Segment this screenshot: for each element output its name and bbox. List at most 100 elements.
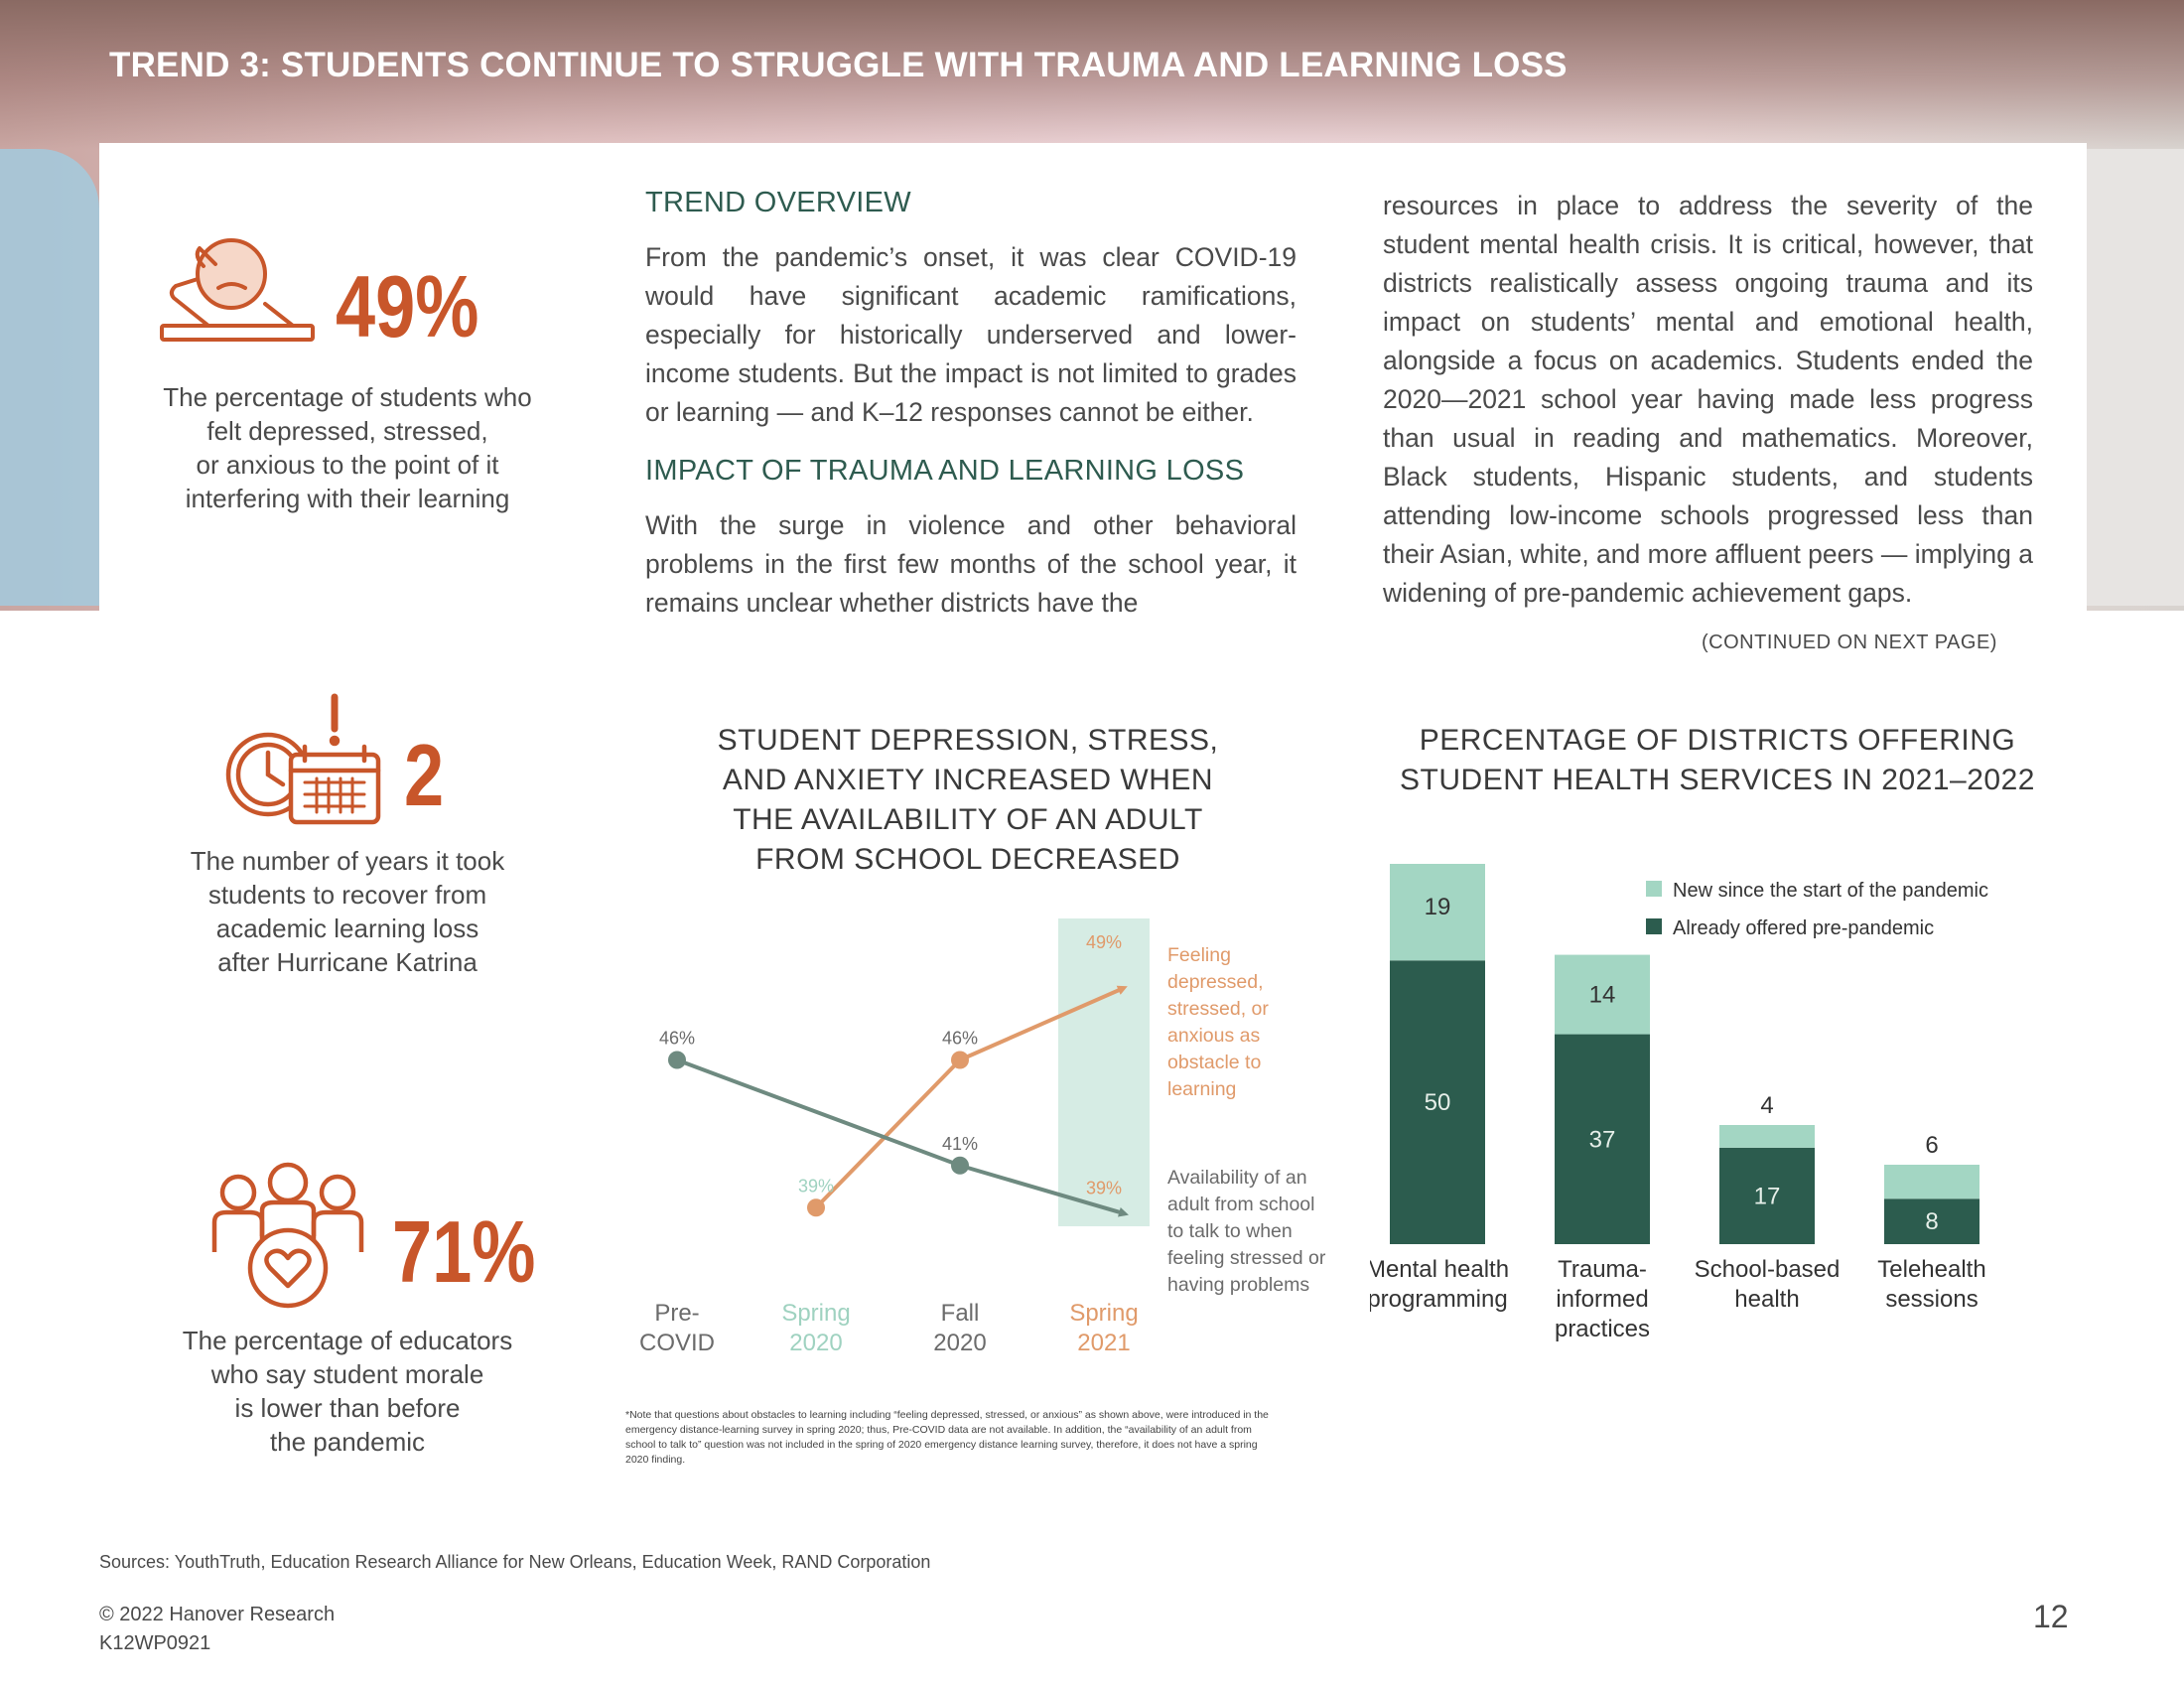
bar-segment	[1390, 864, 1485, 961]
calendar-clock-alert-icon	[225, 693, 381, 825]
caption-line: who say student morale	[210, 1359, 484, 1389]
x-tick-label: Trauma-	[1558, 1256, 1647, 1283]
series-label: learning	[1167, 1078, 1236, 1100]
series-line-segment	[814, 1058, 962, 1209]
series-label: anxious as	[1167, 1025, 1260, 1047]
caption-line: academic learning loss	[215, 914, 479, 943]
title-line: FROM SCHOOL DECREASED	[755, 843, 1180, 876]
continued-note: (CONTINUED ON NEXT PAGE)	[1702, 632, 1997, 653]
report-code: K12WP0921	[99, 1632, 211, 1654]
bar-segment	[1555, 1034, 1650, 1244]
bar-value-label: 19	[1425, 894, 1451, 920]
caption-line: or anxious to the point of it	[196, 450, 499, 480]
line-chart-title: STUDENT DEPRESSION, STRESS, AND ANXIETY …	[660, 721, 1276, 880]
stat-caption-2: The number of years it took students to …	[109, 844, 586, 979]
x-tick-label: COVID	[639, 1330, 715, 1356]
series-label: depressed,	[1167, 971, 1263, 993]
title-line: STUDENT DEPRESSION, STRESS,	[717, 724, 1219, 757]
series-line-segment	[676, 1057, 961, 1168]
data-point	[807, 1198, 825, 1217]
stat-value-1: 49%	[336, 257, 479, 355]
legend-label: Already offered pre-pandemic	[1673, 917, 1934, 939]
bar-segment	[1719, 1147, 1815, 1244]
data-label: 39%	[1086, 1178, 1122, 1197]
x-tick-label: informed	[1556, 1286, 1648, 1313]
caption-line: students to recover from	[207, 880, 487, 910]
legend-label: New since the start of the pandemic	[1673, 880, 1988, 902]
series-line-segment	[959, 1163, 1129, 1217]
series-label: stressed, or	[1167, 998, 1269, 1020]
bar-value-label: 14	[1589, 982, 1616, 1009]
copyright: © 2022 Hanover Research	[99, 1604, 336, 1625]
bar-segment	[1555, 954, 1650, 1035]
impact-body: With the surge in violence and other beh…	[645, 510, 1297, 618]
bar-value-label: 6	[1925, 1132, 1938, 1159]
caption-line: is lower than before	[234, 1393, 461, 1423]
impact-heading: IMPACT OF TRAUMA AND LEARNING LOSS	[645, 455, 1245, 487]
stat-caption-3: The percentage of educators who say stud…	[109, 1324, 586, 1459]
data-point	[951, 1051, 969, 1069]
data-label: 39%	[798, 1176, 834, 1196]
educators-heart-icon	[211, 1162, 364, 1309]
x-tick-label: programming	[1370, 1286, 1508, 1313]
series-label: adult from school	[1167, 1194, 1315, 1215]
x-tick-label: School-based	[1695, 1256, 1841, 1283]
data-point	[668, 1051, 686, 1069]
line-chart: 39% 46% 49% Feeling depressed, stressed, or an…	[639, 918, 1326, 1356]
content-panel	[99, 143, 2087, 1688]
x-tick-label: 2021	[1077, 1330, 1130, 1356]
bar-value-label: 37	[1589, 1126, 1616, 1153]
bar-segment	[1884, 1198, 1979, 1244]
data-label: 49%	[1086, 932, 1122, 952]
title-line: STUDENT HEALTH SERVICES IN 2021–2022	[1400, 764, 2035, 796]
series-label: having problems	[1167, 1274, 1309, 1296]
x-tick-label: Telehealth	[1877, 1256, 1985, 1283]
title-line: PERCENTAGE OF DISTRICTS OFFERING	[1419, 724, 2016, 757]
bar-value-label: 4	[1760, 1092, 1773, 1119]
caption-line: interfering with their learning	[185, 484, 510, 513]
x-tick-label: Pre-	[654, 1300, 699, 1327]
x-tick-label: 2020	[789, 1330, 842, 1356]
x-tick-label: sessions	[1885, 1286, 1978, 1313]
page-title: TREND 3: STUDENTS CONTINUE TO STRUGGLE W…	[109, 46, 1568, 84]
x-tick-label: Mental health	[1370, 1256, 1509, 1283]
series-label: feeling stressed or	[1167, 1247, 1326, 1269]
bar-value-label: 17	[1754, 1183, 1781, 1209]
caption-line: the pandemic	[269, 1427, 426, 1457]
x-tick-label: 2020	[933, 1330, 986, 1356]
stat-caption-1: The percentage of students who felt depr…	[109, 380, 586, 515]
bar-value-label: 50	[1425, 1089, 1451, 1116]
x-tick-label: Fall	[941, 1300, 980, 1327]
highlight-band	[1058, 918, 1150, 1226]
hero-decor-left	[0, 149, 99, 606]
stat-value-3: 71%	[392, 1202, 536, 1301]
caption-line: felt depressed, stressed,	[206, 416, 488, 446]
copyright-block: © 2022 Hanover Research K12WP0921	[99, 1601, 335, 1658]
legend-swatch	[1646, 918, 1662, 934]
caption-line: The percentage of students who	[163, 382, 532, 412]
hero-shade	[0, 0, 2184, 149]
x-tick-label: practices	[1555, 1316, 1650, 1342]
bar-segment	[1390, 960, 1485, 1244]
caption-line: after Hurricane Katrina	[217, 947, 478, 977]
title-line: AND ANXIETY INCREASED WHEN	[722, 764, 1214, 796]
page-number: 12	[2033, 1599, 2069, 1634]
bar-segment	[1719, 1125, 1815, 1148]
x-tick-label: Spring	[1069, 1300, 1138, 1327]
series-line-segment	[959, 985, 1128, 1062]
data-label: 41%	[942, 1134, 978, 1154]
series-label: Availability of an	[1167, 1167, 1307, 1189]
title-line: THE AVAILABILITY OF AN ADULT	[733, 803, 1203, 836]
series-label: Feeling	[1167, 944, 1231, 966]
series-label: obstacle to	[1167, 1052, 1261, 1073]
bar-value-label: 8	[1925, 1208, 1938, 1235]
series-label: to talk to when	[1167, 1220, 1293, 1242]
line-chart-footnote: *Note that questions about obstacles to …	[625, 1409, 1269, 1466]
sources-line: Sources: YouthTruth, Education Research …	[99, 1552, 931, 1572]
bar-chart-title: PERCENTAGE OF DISTRICTS OFFERING STUDENT…	[1350, 721, 2085, 800]
column3-body: resources in place to address the severi…	[1383, 191, 2033, 608]
data-label: 46%	[942, 1029, 978, 1049]
data-label: 46%	[659, 1029, 695, 1049]
depressed-student-icon	[160, 238, 315, 342]
caption-line: The percentage of educators	[182, 1326, 513, 1355]
